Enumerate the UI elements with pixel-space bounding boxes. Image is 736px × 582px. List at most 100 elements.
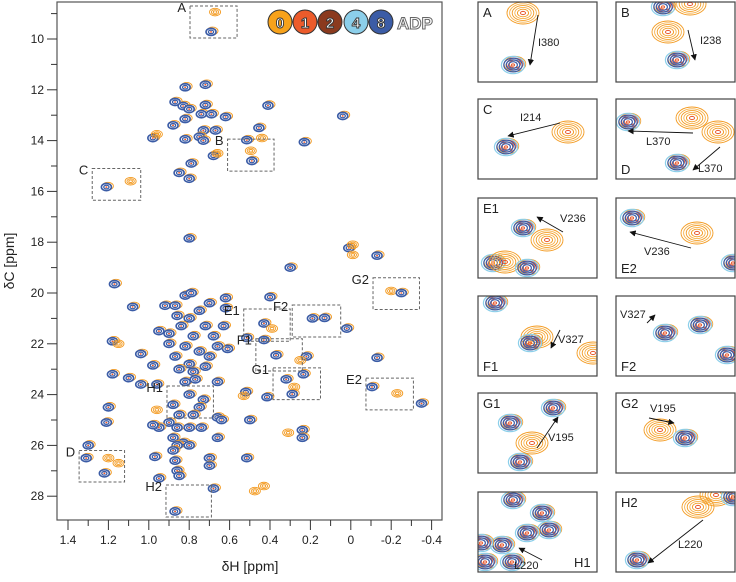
region-label-c: C bbox=[79, 163, 88, 178]
inset-peak bbox=[681, 495, 715, 519]
peak bbox=[244, 146, 257, 156]
peak bbox=[153, 473, 167, 483]
peak bbox=[221, 343, 236, 354]
y-tick-label: 26 bbox=[31, 438, 45, 452]
peak bbox=[209, 125, 223, 135]
peak bbox=[185, 287, 199, 298]
peak bbox=[255, 133, 268, 143]
residue-label: L370 bbox=[646, 136, 670, 148]
peak bbox=[415, 398, 429, 408]
inset-peak bbox=[687, 315, 714, 335]
peak bbox=[163, 338, 177, 349]
peak bbox=[306, 313, 320, 323]
region-box-f1 bbox=[255, 338, 303, 372]
region-label-e2: E2 bbox=[346, 372, 362, 387]
inset-peak bbox=[500, 55, 527, 75]
x-tick-label: 0.6 bbox=[221, 533, 238, 547]
shift-arrow bbox=[629, 230, 692, 249]
peak bbox=[261, 391, 275, 402]
inset-frame bbox=[477, 98, 598, 180]
y-tick-label: 14 bbox=[31, 134, 45, 148]
residue-label: I238 bbox=[700, 35, 721, 47]
inset-peak bbox=[499, 552, 526, 572]
peak bbox=[240, 452, 255, 463]
inset-peak bbox=[536, 520, 563, 540]
peak bbox=[169, 300, 183, 311]
inset-h1: H1 L220 bbox=[477, 491, 598, 573]
peak bbox=[205, 108, 219, 119]
x-tick-label: 0.8 bbox=[181, 533, 198, 547]
inset-label: B bbox=[621, 5, 630, 20]
residue-label: L220 bbox=[514, 560, 538, 572]
peak bbox=[179, 341, 193, 351]
inset-label: H2 bbox=[621, 495, 638, 510]
legend-swatch bbox=[317, 9, 343, 35]
legend-label: 2 bbox=[326, 15, 334, 32]
peak bbox=[262, 100, 276, 110]
region-label-h1: H1 bbox=[146, 380, 163, 395]
region-label-e1: E1 bbox=[224, 303, 240, 318]
residue-label: V236 bbox=[560, 213, 586, 225]
y-tick-label: 22 bbox=[31, 337, 45, 351]
inset-frame bbox=[615, 1, 736, 83]
inset-frame bbox=[477, 197, 598, 279]
y-tick-label: 10 bbox=[31, 32, 45, 46]
peak bbox=[179, 134, 193, 144]
peak bbox=[167, 432, 181, 443]
inset-peak bbox=[478, 552, 499, 572]
shift-arrow bbox=[518, 547, 543, 561]
peak bbox=[203, 297, 217, 308]
inset-panels: A I380 B I238 C I214 D L370 L370 E1 V236 E2 V236 F1 V3… bbox=[477, 1, 736, 573]
peak bbox=[185, 158, 199, 168]
residue-label: I214 bbox=[520, 112, 541, 124]
inset-peak bbox=[551, 120, 585, 144]
peak bbox=[266, 324, 278, 333]
peak bbox=[207, 330, 221, 341]
region-box-e1 bbox=[243, 308, 291, 342]
peak bbox=[80, 452, 94, 463]
peak bbox=[246, 155, 260, 166]
region-label-g1: G1 bbox=[252, 362, 269, 377]
y-tick-label: 20 bbox=[31, 286, 45, 300]
peak bbox=[183, 358, 197, 369]
peak bbox=[205, 26, 219, 37]
peak bbox=[124, 176, 137, 186]
peak bbox=[211, 432, 225, 443]
inset-b: B I238 bbox=[615, 1, 736, 83]
peak bbox=[153, 325, 167, 336]
inset-peak bbox=[672, 428, 699, 448]
peak bbox=[171, 310, 185, 321]
residue-label: V195 bbox=[548, 432, 574, 444]
shift-arrow bbox=[507, 122, 561, 138]
inset-frame bbox=[615, 295, 736, 377]
inset-frame bbox=[615, 98, 736, 180]
peak bbox=[195, 422, 209, 433]
peak bbox=[297, 369, 311, 379]
shift-arrow bbox=[536, 416, 559, 449]
inset-peak bbox=[643, 418, 677, 442]
residue-label: V327 bbox=[620, 309, 646, 321]
peak bbox=[199, 320, 213, 331]
peak bbox=[189, 374, 203, 384]
x-tick-label: 1.2 bbox=[100, 533, 117, 547]
y-axis-label: δC [ppm] bbox=[1, 233, 17, 290]
peak bbox=[167, 120, 181, 130]
peak bbox=[102, 402, 116, 412]
peak bbox=[163, 328, 177, 339]
peak bbox=[371, 250, 385, 261]
inset-peak bbox=[506, 2, 540, 25]
peak bbox=[134, 379, 149, 389]
inset-peak bbox=[478, 533, 495, 553]
peak bbox=[203, 460, 217, 471]
peak bbox=[197, 135, 211, 145]
region-box-h1 bbox=[166, 385, 214, 419]
inset-frame bbox=[477, 295, 598, 377]
legend-label: 4 bbox=[352, 15, 361, 32]
inset-peak bbox=[514, 258, 541, 278]
region-box-a bbox=[189, 5, 238, 39]
peak bbox=[244, 414, 258, 425]
peak bbox=[108, 278, 122, 289]
peak bbox=[209, 7, 222, 17]
inset-frame bbox=[615, 491, 736, 573]
inset-f2: F2 V327 bbox=[615, 295, 736, 377]
